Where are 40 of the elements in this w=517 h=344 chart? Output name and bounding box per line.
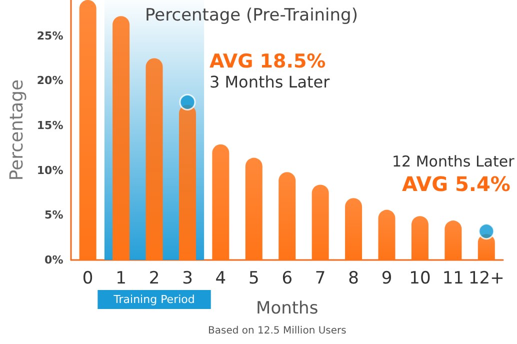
- y-tick-label: 25%: [36, 29, 64, 42]
- annotation: AVG 18.5%: [209, 50, 326, 73]
- bar: [178, 104, 196, 260]
- bar: [212, 144, 230, 260]
- x-tick-label: 9: [381, 268, 392, 288]
- x-tick-label: 10: [409, 268, 431, 288]
- annotation: AVG 5.4%: [402, 172, 510, 196]
- chart-title: Percentage (Pre-Training): [145, 6, 358, 26]
- bar: [245, 158, 262, 260]
- x-tick-label: 8: [348, 268, 359, 288]
- bar: [79, 0, 96, 260]
- band-label: Training Period: [112, 293, 195, 306]
- y-tick-label: 5%: [44, 208, 64, 222]
- bar: [146, 58, 163, 260]
- x-tick-label: 5: [248, 268, 260, 288]
- bar: [312, 184, 329, 260]
- annotation: 3 Months Later: [209, 72, 330, 92]
- bar: [378, 210, 396, 260]
- x-tick-label: 11: [442, 268, 464, 288]
- x-tick-label: 4: [215, 268, 226, 288]
- annotation: 12 Months Later: [392, 152, 516, 170]
- x-tick-label: 6: [282, 268, 293, 288]
- bar: [112, 16, 130, 260]
- x-tick-label: 1: [116, 268, 126, 288]
- y-tick-label: 15%: [36, 119, 64, 132]
- y-tick-label: 10%: [36, 164, 64, 177]
- y-tick-label: 0%: [44, 254, 64, 266]
- y-axis-title: Percentage: [6, 79, 28, 181]
- x-tick-label: 2: [148, 268, 160, 288]
- x-tick-label: 7: [314, 268, 326, 288]
- text: Based on 12.5 Million Users: [208, 326, 346, 336]
- x-tick-label: 3: [182, 268, 193, 288]
- bar: [411, 216, 428, 260]
- bar: [444, 220, 462, 260]
- bar: [278, 172, 296, 260]
- x-tick-label: 12+: [468, 268, 504, 288]
- y-tick-label: 20%: [36, 74, 64, 88]
- x-tick-label: 0: [82, 268, 94, 288]
- x-axis-title: Months: [256, 298, 318, 318]
- bar: [345, 198, 362, 260]
